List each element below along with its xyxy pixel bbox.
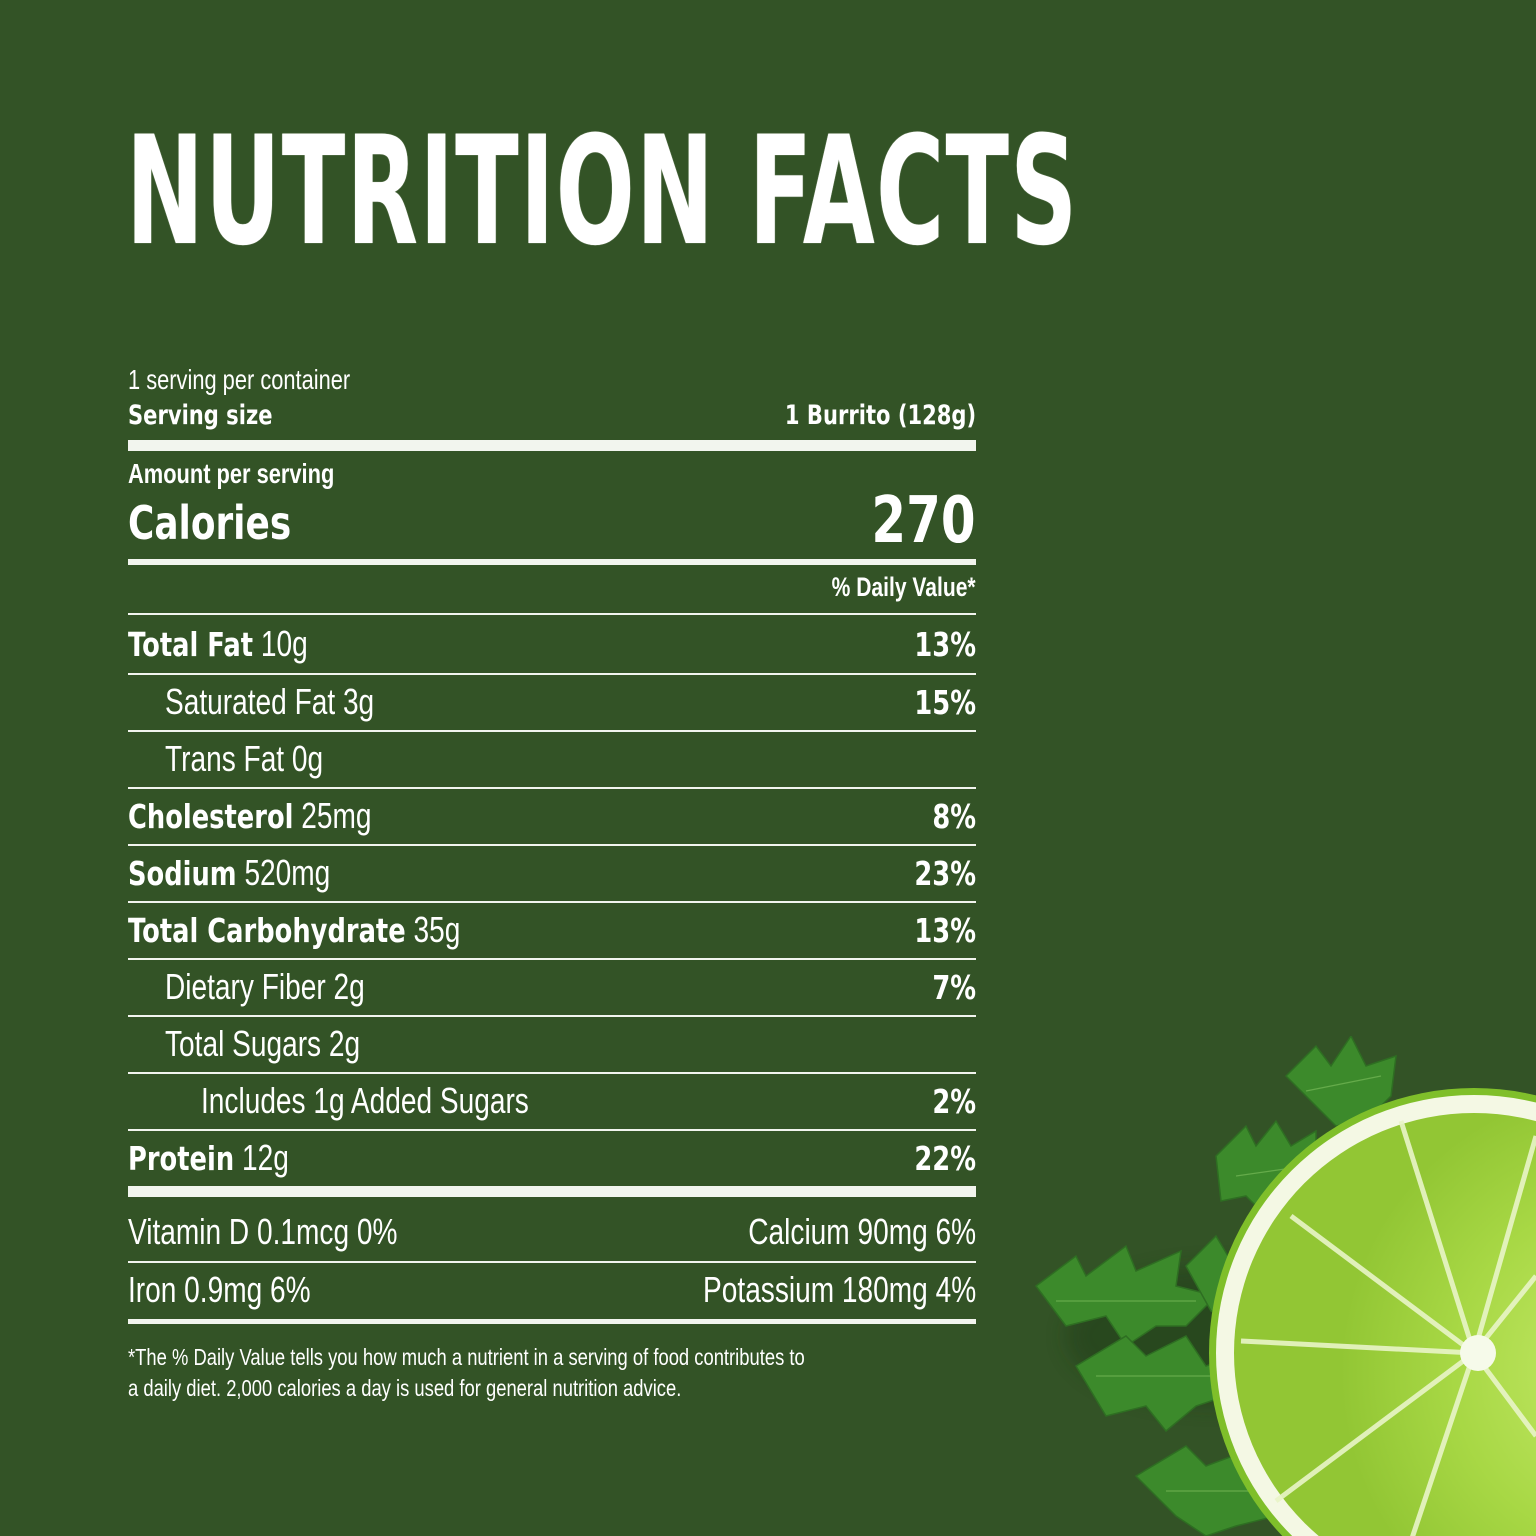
- medium-divider: [128, 1319, 976, 1324]
- vitamin-row-2: Iron 0.9mg 6% Potassium 180mg 4%: [128, 1262, 976, 1318]
- serving-size-row: Serving size 1 Burrito (128g): [128, 400, 976, 436]
- calcium: Calcium 90mg 6%: [748, 1211, 976, 1252]
- nutrient-row-dietary-fiber: Dietary Fiber 2g 7%: [165, 966, 976, 1007]
- nutrient-row-cholesterol: Cholesterol 25mg 8%: [128, 795, 976, 836]
- thick-divider: [128, 1186, 976, 1197]
- nutrient-row-trans-fat: Trans Fat 0g: [165, 738, 324, 779]
- daily-value-header: % Daily Value*: [832, 572, 976, 602]
- nutrient-row-added-sugars: Includes 1g Added Sugars 2%: [201, 1080, 976, 1121]
- lime-parsley-image: [1016, 1036, 1536, 1536]
- page-title: NUTRITION FACTS: [126, 105, 1079, 279]
- nutrient-row-total-fat: Total Fat 10g 13%: [128, 623, 976, 664]
- nutrient-row-sodium: Sodium 520mg 23%: [128, 852, 976, 893]
- vitamin-d: Vitamin D 0.1mcg 0%: [128, 1211, 398, 1252]
- calories-row: Calories 270: [128, 480, 976, 556]
- potassium: Potassium 180mg 4%: [702, 1269, 976, 1310]
- divider: [128, 1015, 976, 1017]
- divider: [128, 787, 976, 789]
- nutrient-row-total-carbohydrate: Total Carbohydrate 35g 13%: [128, 909, 976, 950]
- divider: [128, 1129, 976, 1131]
- iron: Iron 0.9mg 6%: [128, 1269, 311, 1310]
- nutrient-row-saturated-fat: Saturated Fat 3g 15%: [165, 681, 976, 722]
- amount-per-serving: Amount per serving: [128, 458, 335, 489]
- divider: [128, 901, 976, 903]
- divider: [128, 1261, 976, 1263]
- divider: [128, 730, 976, 732]
- serving-size-label: Serving size: [128, 400, 273, 431]
- nutrient-row-protein: Protein 12g 22%: [128, 1137, 976, 1178]
- divider: [128, 958, 976, 960]
- divider: [128, 673, 976, 675]
- nutrient-row-total-sugars: Total Sugars 2g: [165, 1023, 361, 1064]
- calories-label: Calories: [128, 496, 292, 550]
- serving-size-value: 1 Burrito (128g): [784, 400, 976, 431]
- footnote: *The % Daily Value tells you how much a …: [128, 1344, 805, 1401]
- calories-value: 270: [871, 484, 976, 558]
- divider: [128, 1072, 976, 1074]
- lime-slice-icon: [1034, 1036, 1536, 1536]
- medium-divider: [128, 559, 976, 565]
- thick-divider: [128, 440, 976, 451]
- servings-per-container: 1 serving per container: [128, 364, 351, 395]
- divider: [128, 613, 976, 615]
- divider: [128, 844, 976, 846]
- vitamin-row-1: Vitamin D 0.1mcg 0% Calcium 90mg 6%: [128, 1204, 976, 1260]
